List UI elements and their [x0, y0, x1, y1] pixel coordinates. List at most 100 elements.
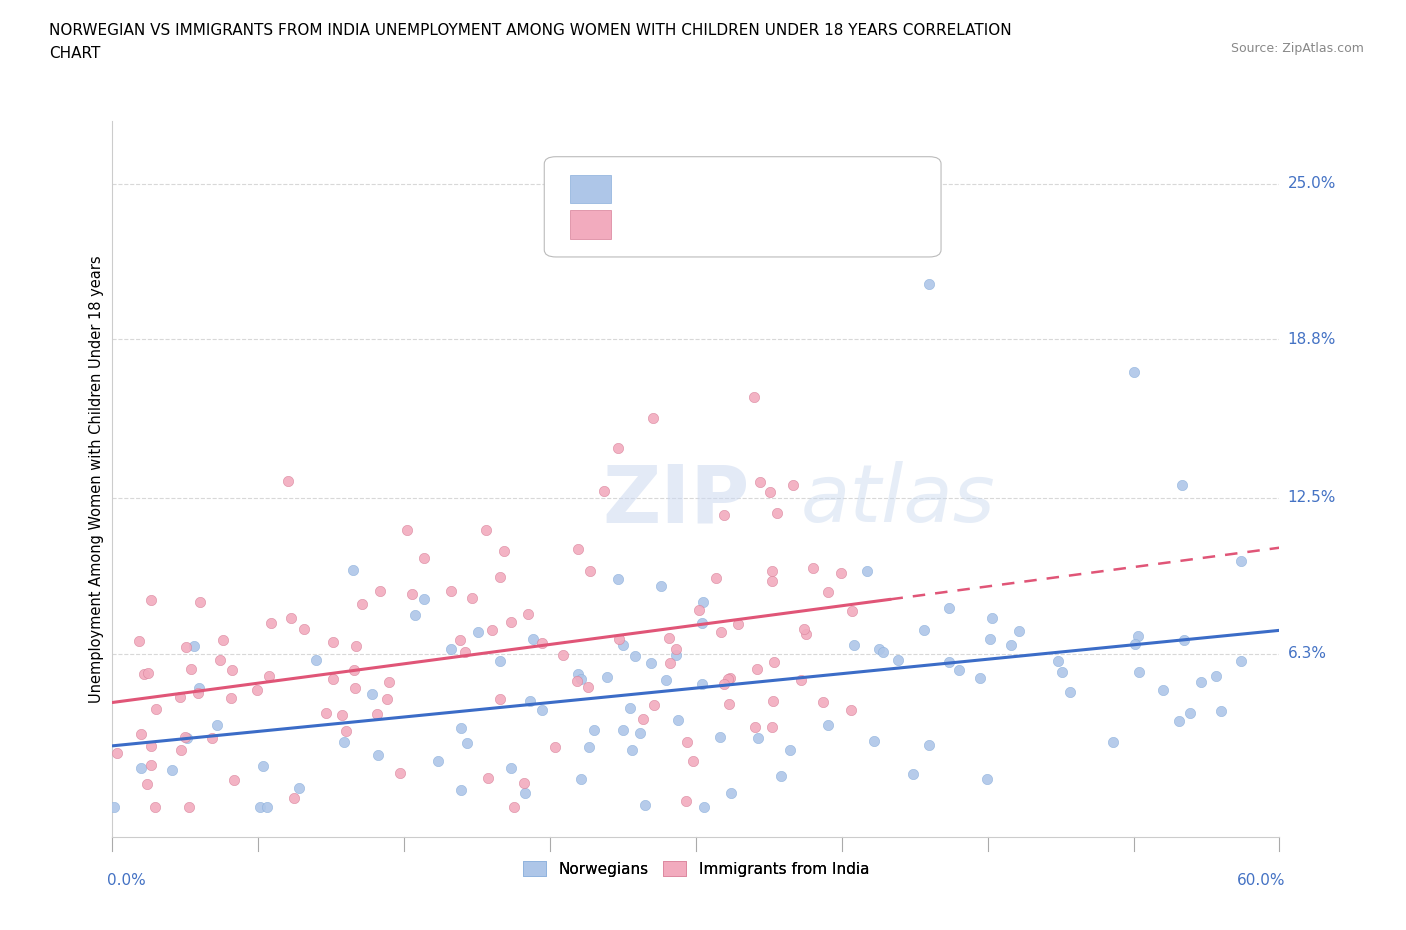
Point	[1059, 684, 1081, 699]
Point	[412, 551, 434, 565]
Point	[450, 783, 472, 798]
Text: 0.355: 0.355	[688, 218, 741, 235]
Point	[481, 623, 503, 638]
Point	[368, 583, 391, 598]
Point	[1180, 705, 1202, 720]
Point	[803, 561, 825, 576]
Point	[704, 571, 727, 586]
Point	[579, 564, 602, 578]
Point	[136, 665, 159, 680]
Point	[489, 654, 512, 669]
Point	[1000, 637, 1022, 652]
Point	[675, 794, 697, 809]
Point	[1008, 623, 1031, 638]
Point	[713, 507, 735, 522]
Point	[519, 694, 541, 709]
Point	[794, 626, 817, 641]
Point	[277, 473, 299, 488]
Text: 60.0%: 60.0%	[1237, 872, 1285, 888]
Point	[375, 691, 398, 706]
Point	[221, 662, 243, 677]
Point	[224, 773, 246, 788]
Point	[389, 766, 412, 781]
Point	[174, 639, 197, 654]
Point	[1171, 478, 1194, 493]
Point	[665, 641, 688, 656]
Point	[623, 648, 645, 663]
Point	[948, 662, 970, 677]
Point	[170, 743, 193, 758]
Point	[567, 542, 589, 557]
Point	[793, 622, 815, 637]
Point	[322, 634, 344, 649]
Point	[747, 730, 769, 745]
Text: atlas: atlas	[801, 461, 995, 539]
FancyBboxPatch shape	[569, 210, 610, 239]
Point	[343, 663, 366, 678]
Point	[592, 484, 614, 498]
Point	[173, 729, 195, 744]
Text: 0.0%: 0.0%	[107, 872, 145, 888]
Point	[839, 702, 862, 717]
Point	[136, 777, 159, 791]
Point	[578, 679, 600, 694]
Text: 25.0%: 25.0%	[1288, 176, 1336, 192]
Point	[676, 734, 699, 749]
Point	[856, 564, 879, 578]
Point	[631, 711, 654, 726]
Point	[830, 565, 852, 580]
Point	[477, 770, 499, 785]
Point	[1205, 669, 1227, 684]
Point	[426, 754, 449, 769]
Point	[450, 720, 472, 735]
Point	[1152, 682, 1174, 697]
Point	[1173, 632, 1195, 647]
Point	[335, 724, 357, 738]
Text: 96: 96	[845, 181, 869, 199]
Point	[749, 474, 772, 489]
Point	[169, 690, 191, 705]
Point	[367, 748, 389, 763]
Point	[789, 672, 811, 687]
Point	[682, 753, 704, 768]
Point	[938, 655, 960, 670]
Point	[641, 411, 664, 426]
Point	[1050, 665, 1073, 680]
Point	[607, 440, 630, 455]
Point	[811, 695, 834, 710]
Point	[128, 633, 150, 648]
Point	[103, 800, 125, 815]
Point	[330, 708, 353, 723]
Point	[619, 700, 641, 715]
Point	[219, 690, 242, 705]
Point	[842, 637, 865, 652]
Point	[1122, 365, 1144, 379]
Point	[976, 772, 998, 787]
Point	[246, 682, 269, 697]
Point	[665, 647, 688, 662]
Point	[666, 712, 689, 727]
Point	[981, 611, 1004, 626]
Point	[717, 671, 740, 686]
Point	[569, 671, 592, 686]
Point	[252, 759, 274, 774]
Text: ZIP: ZIP	[603, 461, 749, 539]
Point	[283, 790, 305, 805]
Point	[758, 485, 780, 499]
Point	[494, 543, 516, 558]
Point	[488, 691, 510, 706]
Point	[180, 661, 202, 676]
Text: NORWEGIAN VS IMMIGRANTS FROM INDIA UNEMPLOYMENT AMONG WOMEN WITH CHILDREN UNDER : NORWEGIAN VS IMMIGRANTS FROM INDIA UNEMP…	[49, 23, 1012, 38]
Point	[183, 638, 205, 653]
FancyBboxPatch shape	[544, 157, 941, 257]
Text: 0.291: 0.291	[688, 181, 741, 199]
Point	[769, 769, 792, 784]
Point	[718, 697, 741, 711]
Point	[139, 738, 162, 753]
Point	[779, 743, 801, 758]
Text: 18.8%: 18.8%	[1288, 332, 1336, 347]
Point	[460, 591, 482, 605]
Point	[841, 604, 863, 618]
Point	[621, 742, 644, 757]
Point	[718, 671, 741, 685]
